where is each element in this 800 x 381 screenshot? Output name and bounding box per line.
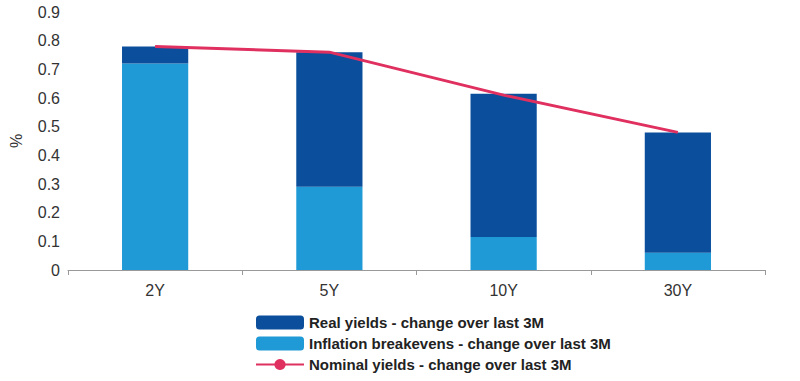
svg-text:0: 0	[51, 262, 60, 279]
svg-text:5Y: 5Y	[320, 282, 340, 299]
svg-text:10Y: 10Y	[489, 282, 518, 299]
svg-text:0.1: 0.1	[38, 233, 60, 250]
svg-text:2Y: 2Y	[145, 282, 165, 299]
svg-text:Real yields - change over last: Real yields - change over last 3M	[309, 314, 544, 331]
svg-text:0.2: 0.2	[38, 204, 60, 221]
svg-text:30Y: 30Y	[664, 282, 693, 299]
svg-text:0.7: 0.7	[38, 61, 60, 78]
svg-text:Nominal yields - change over l: Nominal yields - change over last 3M	[309, 356, 572, 373]
svg-text:0.9: 0.9	[38, 4, 60, 21]
svg-text:%: %	[8, 134, 25, 148]
svg-text:0.5: 0.5	[38, 118, 60, 135]
svg-text:0.3: 0.3	[38, 176, 60, 193]
svg-text:Inflation breakevens - change: Inflation breakevens - change over last …	[309, 335, 611, 352]
svg-text:0.4: 0.4	[38, 147, 60, 164]
svg-text:0.8: 0.8	[38, 32, 60, 49]
svg-text:0.6: 0.6	[38, 90, 60, 107]
